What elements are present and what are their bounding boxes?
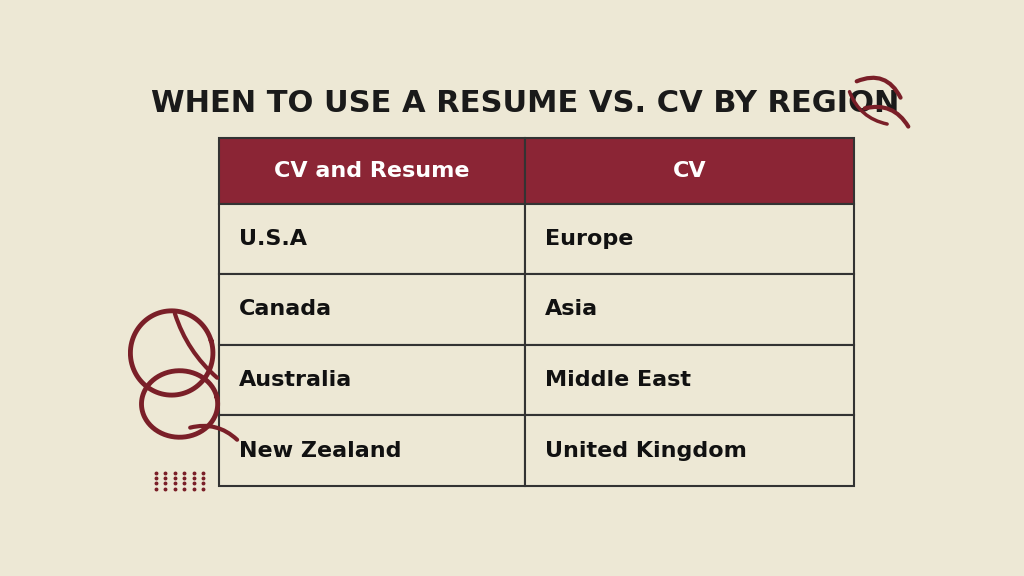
Text: Middle East: Middle East xyxy=(545,370,690,390)
Text: Canada: Canada xyxy=(240,300,332,320)
FancyBboxPatch shape xyxy=(219,274,524,345)
FancyBboxPatch shape xyxy=(524,138,854,203)
Text: CV: CV xyxy=(673,161,707,181)
FancyBboxPatch shape xyxy=(524,345,854,415)
Text: Asia: Asia xyxy=(545,300,598,320)
FancyBboxPatch shape xyxy=(219,138,524,203)
Text: U.S.A: U.S.A xyxy=(240,229,307,249)
FancyBboxPatch shape xyxy=(524,274,854,345)
Text: WHEN TO USE A RESUME VS. CV BY REGION: WHEN TO USE A RESUME VS. CV BY REGION xyxy=(151,89,899,118)
FancyBboxPatch shape xyxy=(524,203,854,274)
FancyBboxPatch shape xyxy=(219,203,524,274)
FancyBboxPatch shape xyxy=(219,415,524,486)
Text: United Kingdom: United Kingdom xyxy=(545,441,746,461)
FancyBboxPatch shape xyxy=(219,345,524,415)
Text: Europe: Europe xyxy=(545,229,633,249)
Text: Australia: Australia xyxy=(240,370,352,390)
FancyBboxPatch shape xyxy=(524,415,854,486)
Text: CV and Resume: CV and Resume xyxy=(274,161,470,181)
Text: New Zealand: New Zealand xyxy=(240,441,401,461)
